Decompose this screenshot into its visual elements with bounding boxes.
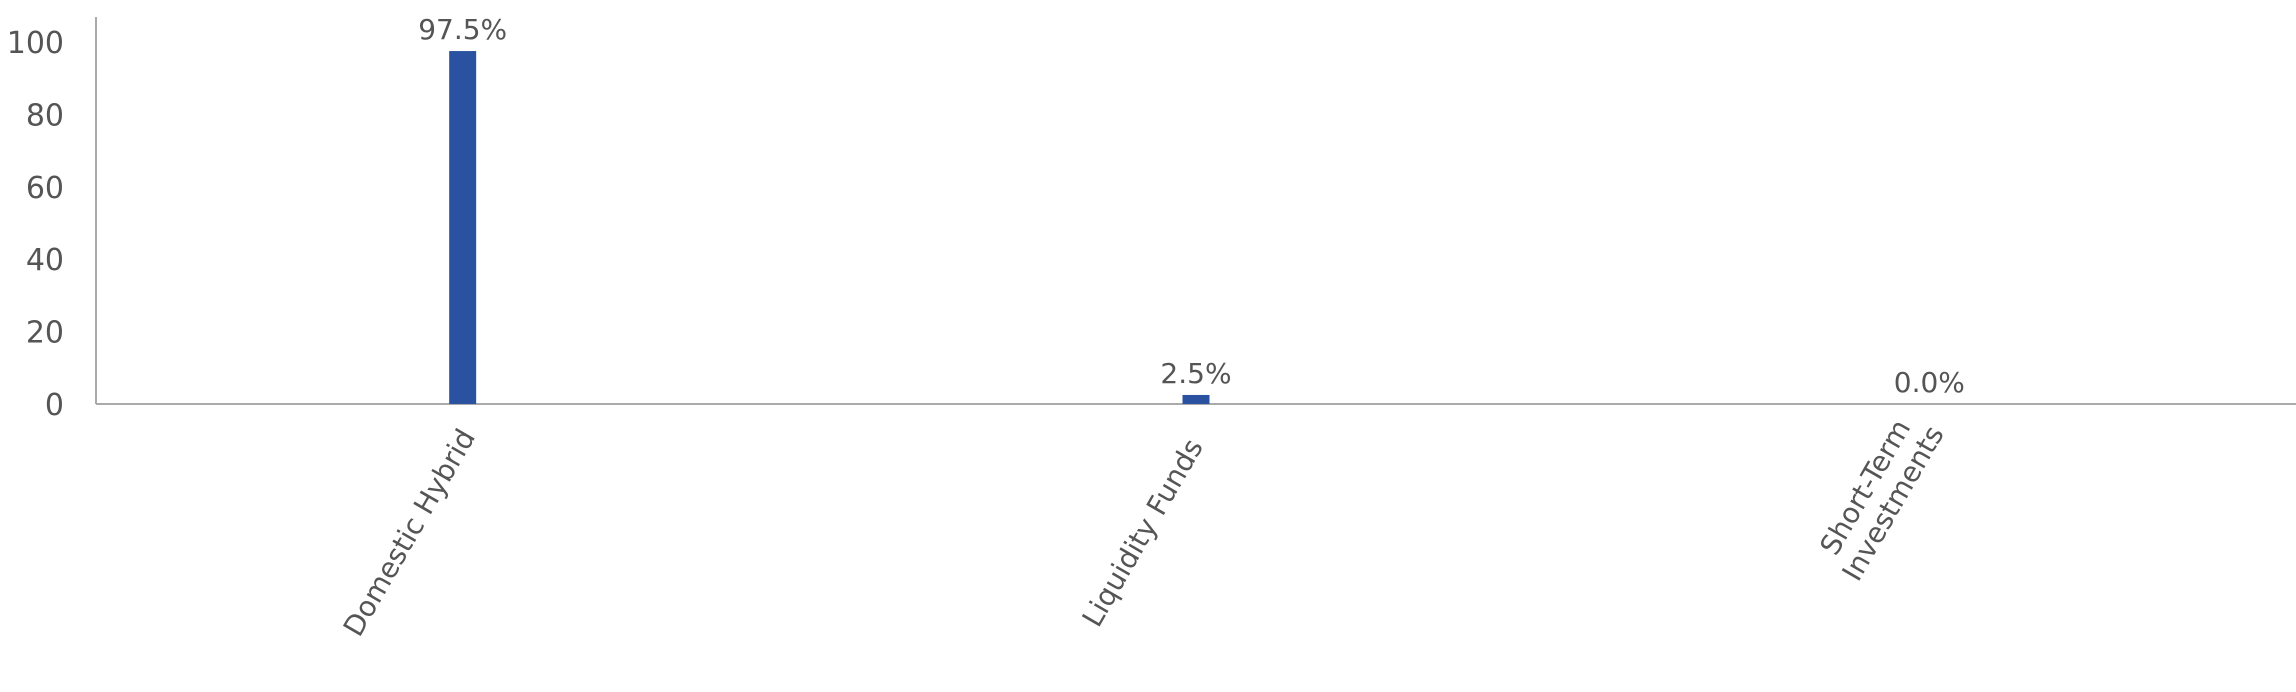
x-tick-label: Domestic Hybrid	[337, 423, 482, 642]
x-tick-label: Liquidity Funds	[1076, 433, 1210, 632]
y-tick-label: 20	[26, 316, 64, 351]
y-tick-label: 40	[26, 243, 64, 278]
y-tick-label: 60	[26, 171, 64, 206]
x-tick-label-line: Domestic Hybrid	[337, 423, 482, 642]
x-tick-label: Short-TermInvestments	[1808, 404, 1951, 586]
x-tick-label-line: Liquidity Funds	[1076, 433, 1210, 632]
data-label: 0.0%	[1894, 366, 1965, 399]
y-tick-label: 80	[26, 98, 64, 133]
data-label: 2.5%	[1160, 357, 1231, 390]
data-label: 97.5%	[418, 13, 507, 46]
y-tick-label: 100	[7, 26, 64, 61]
y-tick-label: 0	[45, 388, 64, 423]
bar	[449, 51, 477, 405]
bar	[1182, 394, 1210, 404]
